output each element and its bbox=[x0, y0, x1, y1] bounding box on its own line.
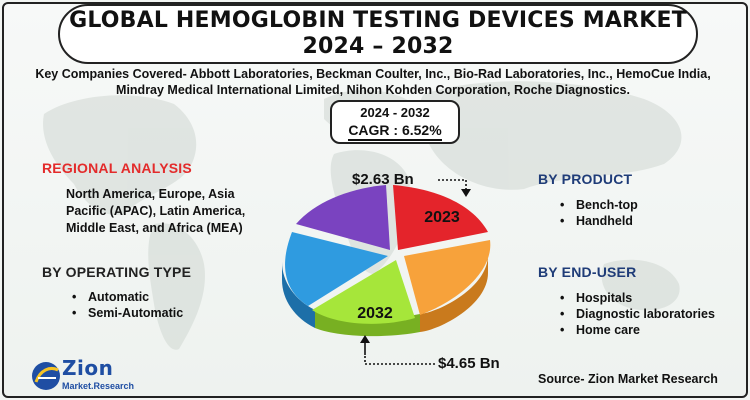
cagr-value: CAGR : 6.52% bbox=[348, 121, 442, 141]
pie-slice-green bbox=[312, 260, 415, 324]
pie-label-2023: 2023 bbox=[424, 209, 460, 226]
pie-slice-purple bbox=[296, 185, 390, 250]
key-companies: Key Companies Covered- Abbott Laboratori… bbox=[10, 66, 736, 98]
list-item: Semi-Automatic bbox=[72, 305, 183, 321]
title-line-1: GLOBAL HEMOGLOBIN TESTING DEVICES MARKET bbox=[69, 8, 687, 33]
3d-pie-graphic: 2023 2032 bbox=[282, 179, 491, 355]
list-item: Hospitals bbox=[560, 290, 715, 306]
pie-side-blue bbox=[282, 262, 315, 328]
cagr-box: 2024 - 2032 CAGR : 6.52% bbox=[330, 100, 460, 144]
arrow-2032-head bbox=[360, 335, 370, 343]
logo-subtitle: Market.Research bbox=[62, 381, 135, 391]
key-companies-line-2: Mindray Medical International Limited, N… bbox=[116, 83, 630, 97]
source-credit: Source- Zion Market Research bbox=[538, 372, 718, 386]
list-item: Diagnostic laboratories bbox=[560, 306, 715, 322]
list-item: Automatic bbox=[72, 289, 183, 305]
end-user-heading: BY END-USER bbox=[538, 264, 637, 280]
operating-type-heading: BY OPERATING TYPE bbox=[42, 264, 192, 280]
pie-side-orange bbox=[420, 255, 488, 332]
value-2032: $4.65 Bn bbox=[438, 355, 500, 372]
zion-logo-icon bbox=[32, 362, 60, 390]
title-line-2: 2024 – 2032 bbox=[302, 34, 454, 59]
regional-analysis-heading: REGIONAL ANALYSIS bbox=[42, 160, 192, 176]
list-item: Handheld bbox=[560, 213, 638, 229]
pie-slice-orange bbox=[404, 240, 491, 315]
list-item: Bench-top bbox=[560, 197, 638, 213]
logo-name: Zion bbox=[62, 356, 114, 380]
product-list: Bench-top Handheld bbox=[560, 197, 638, 229]
key-companies-line-1: Key Companies Covered- Abbott Laboratori… bbox=[35, 67, 711, 81]
product-heading: BY PRODUCT bbox=[538, 171, 633, 187]
pie-label-2032: 2032 bbox=[357, 305, 393, 322]
value-2023: $2.63 Bn bbox=[352, 171, 414, 188]
list-item: Home care bbox=[560, 322, 715, 338]
end-user-list: Hospitals Diagnostic laboratories Home c… bbox=[560, 290, 715, 338]
regional-analysis-text: North America, Europe, Asia Pacific (APA… bbox=[66, 187, 246, 235]
pie-slice-blue bbox=[285, 232, 388, 306]
arrow-2023-line bbox=[438, 179, 467, 190]
operating-type-list: Automatic Semi-Automatic bbox=[72, 289, 183, 321]
pie-slice-red bbox=[393, 185, 488, 250]
title-box: GLOBAL HEMOGLOBIN TESTING DEVICES MARKET… bbox=[58, 4, 698, 64]
arrow-2032-connector bbox=[364, 340, 436, 365]
arrow-2023-head bbox=[461, 189, 471, 197]
cagr-years: 2024 - 2032 bbox=[360, 104, 430, 120]
